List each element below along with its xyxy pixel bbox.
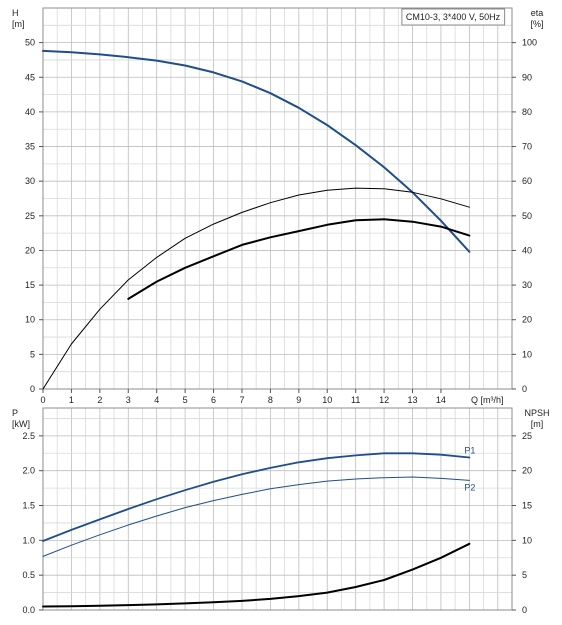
right-tick-label: 10: [522, 349, 532, 359]
series-line-1-3: [127, 218, 471, 300]
x-tick-label: 0: [40, 395, 45, 405]
right-axis-unit: [%]: [530, 19, 543, 29]
x-tick-label: 13: [408, 395, 418, 405]
x-axis-label: Q [m³/h]: [471, 395, 504, 405]
right-axis-unit: [m]: [531, 419, 544, 429]
x-tick-label: 1: [69, 395, 74, 405]
plot-frame: [42, 7, 513, 390]
right-tick-label: 90: [522, 72, 532, 82]
right-axis-label: NPSH: [524, 408, 549, 418]
left-tick-label: 50: [25, 38, 35, 48]
x-tick-label: 11: [351, 395, 360, 405]
right-tick-label: 0: [522, 605, 527, 615]
right-tick-label: 50: [522, 211, 532, 221]
left-tick-label: 25: [25, 211, 35, 221]
left-tick-label: 0.5: [22, 570, 35, 580]
right-tick-label: 15: [522, 501, 532, 511]
x-tick-label: 9: [296, 395, 301, 405]
x-tick-label: 8: [268, 395, 273, 405]
series-line-2-3: [42, 542, 471, 608]
left-axis-label: H: [12, 8, 19, 18]
left-tick-label: 45: [25, 72, 35, 82]
right-tick-label: 70: [522, 142, 532, 152]
x-tick-label: 5: [183, 395, 188, 405]
right-tick-label: 0: [522, 384, 527, 394]
right-tick-label: 30: [522, 280, 532, 290]
right-tick-label: 40: [522, 245, 532, 255]
left-tick-label: 15: [25, 280, 35, 290]
left-tick-label: 40: [25, 107, 35, 117]
right-tick-label: 5: [522, 570, 527, 580]
right-tick-label: 25: [522, 431, 532, 441]
x-tick-label: 2: [97, 395, 102, 405]
right-tick-label: 20: [522, 315, 532, 325]
right-tick-label: 10: [522, 535, 532, 545]
left-axis-label: P: [12, 408, 18, 418]
left-tick-label: 1.0: [22, 535, 35, 545]
left-tick-label: 30: [25, 176, 35, 186]
series-label: P2: [464, 482, 475, 492]
left-tick-label: 0: [30, 384, 35, 394]
left-tick-label: 35: [25, 142, 35, 152]
title-box: [401, 8, 506, 26]
series-line-1-2: [42, 187, 470, 390]
series-label: P1: [464, 445, 475, 455]
x-tick-label: 6: [211, 395, 216, 405]
left-tick-label: 2.0: [22, 466, 35, 476]
left-tick-label: 20: [25, 245, 35, 255]
right-tick-label: 60: [522, 176, 532, 186]
left-tick-label: 0.0: [22, 605, 35, 615]
right-tick-label: 80: [522, 107, 532, 117]
series-line-2-2: [42, 476, 470, 557]
right-tick-label: 100: [522, 38, 537, 48]
left-axis-unit: [kW]: [12, 419, 30, 429]
x-tick-label: 4: [154, 395, 159, 405]
plot-frame: [42, 407, 513, 611]
left-axis-unit: [m]: [12, 19, 25, 29]
x-tick-label: 10: [322, 395, 332, 405]
x-tick-label: 12: [379, 395, 389, 405]
left-tick-label: 1.5: [22, 501, 35, 511]
series-line-1-1: [42, 49, 471, 253]
left-tick-label: 10: [25, 315, 35, 325]
x-tick-label: 3: [126, 395, 131, 405]
left-tick-label: 5: [30, 349, 35, 359]
left-tick-label: 2.5: [22, 431, 35, 441]
series-line-2-1: [42, 452, 471, 542]
right-tick-label: 20: [522, 466, 532, 476]
right-axis-label: eta: [531, 8, 544, 18]
chart-title: CM10-3, 3*400 V, 50Hz: [406, 12, 501, 22]
x-tick-label: 7: [239, 395, 244, 405]
x-tick-label: 14: [436, 395, 446, 405]
